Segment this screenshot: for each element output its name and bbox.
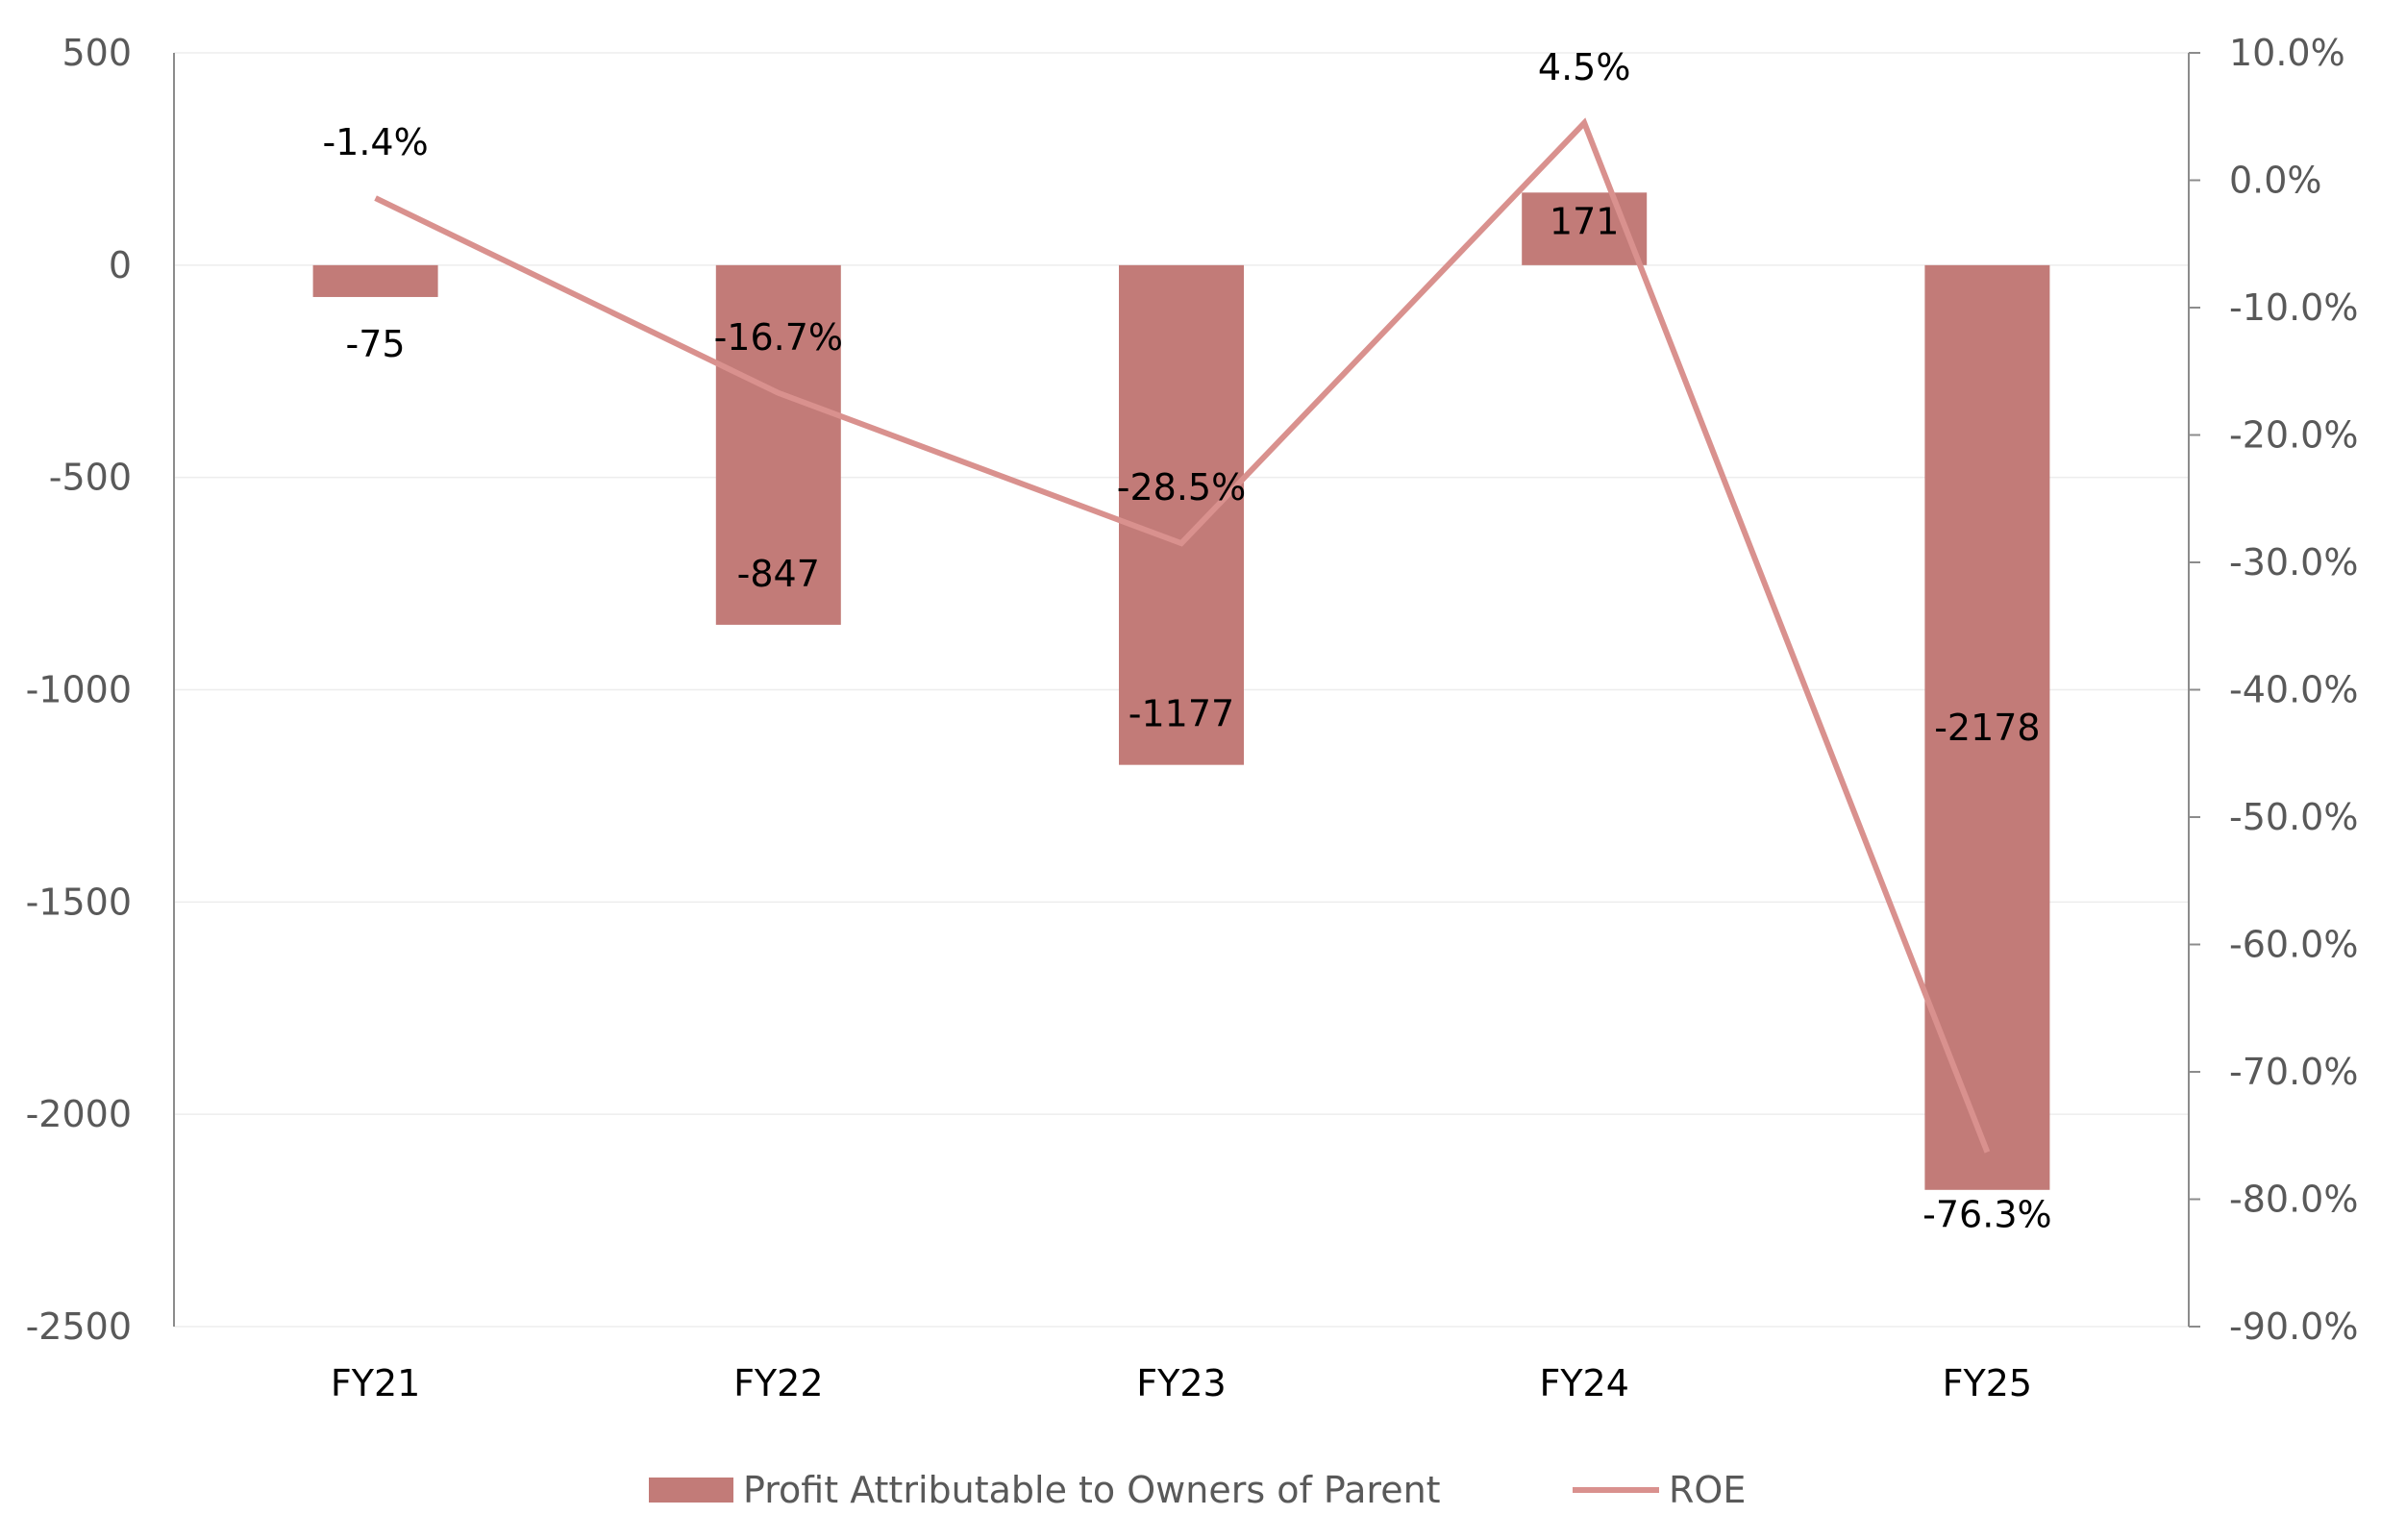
y-left-tick-label: 500: [62, 32, 132, 74]
line-series: [374, 117, 1991, 1154]
y-left-tick-label: -500: [49, 457, 132, 499]
y-left-tick-label: -1000: [26, 669, 132, 711]
y-right-tick-label: -20.0%: [2229, 414, 2358, 457]
x-category-label: FY21: [331, 1362, 420, 1404]
x-category-label: FY24: [1539, 1362, 1628, 1404]
bar-fy21: [312, 264, 438, 297]
bar-data-label: -75: [346, 323, 406, 365]
y-left-tick-label: 0: [109, 244, 132, 286]
x-category-label: FY23: [1136, 1362, 1226, 1404]
y-right-tick-label: -70.0%: [2229, 1051, 2358, 1093]
bar-data-label: -1177: [1128, 693, 1234, 735]
bar-fy25: [1924, 264, 2050, 1190]
y-right-tick-label: -40.0%: [2229, 669, 2358, 711]
y-left-tick-label: -1500: [26, 881, 132, 923]
x-category-label: FY22: [733, 1362, 823, 1404]
y-right-tick-label: -80.0%: [2229, 1179, 2358, 1221]
y-right-tick-label: -90.0%: [2229, 1305, 2358, 1348]
bar-fy23: [1119, 264, 1244, 765]
roe-data-label: 4.5%: [1538, 46, 1631, 88]
y-left-tick-label: -2000: [26, 1093, 132, 1135]
y-right-tick-label: -60.0%: [2229, 924, 2358, 966]
bar-data-label: -847: [737, 553, 820, 595]
legend-label-roe: ROE: [1669, 1469, 1746, 1511]
axes: 500 0 -500 -1000 -1500 -2000 -2500 10.0% 0.0% -10…: [26, 32, 2359, 1404]
roe-data-label: -1.4%: [322, 121, 428, 163]
bar-data-label: 171: [1550, 200, 1620, 242]
roe-data-label: -28.5%: [1117, 466, 1246, 509]
y-right-tick-label: 10.0%: [2229, 32, 2345, 74]
legend-swatch-bar: [649, 1478, 733, 1503]
roe-line: [374, 117, 1991, 1154]
x-category-label: FY25: [1943, 1362, 2032, 1404]
y-right-tick-label: -30.0%: [2229, 541, 2358, 584]
y-right-tick-label: 0.0%: [2229, 160, 2322, 202]
bar-series: [312, 192, 2050, 1190]
legend-label-profit: Profit Attributable to Owners of Parent: [743, 1469, 1441, 1511]
roe-data-label: -76.3%: [1922, 1193, 2051, 1235]
y-right-tick-label: -10.0%: [2229, 286, 2358, 329]
y-left-tick-label: -2500: [26, 1305, 132, 1348]
bar-data-label: -2178: [1934, 707, 2040, 749]
bar-fy22: [715, 264, 841, 625]
y-right-tick-label: -50.0%: [2229, 796, 2358, 838]
roe-data-label: -16.7%: [714, 316, 843, 359]
legend: Profit Attributable to Owners of Parent R…: [649, 1469, 1746, 1511]
data-labels: -75 -847 -1177 171 -2178 -1.4% -16.7% -28.5% 4.5…: [322, 46, 2051, 1236]
